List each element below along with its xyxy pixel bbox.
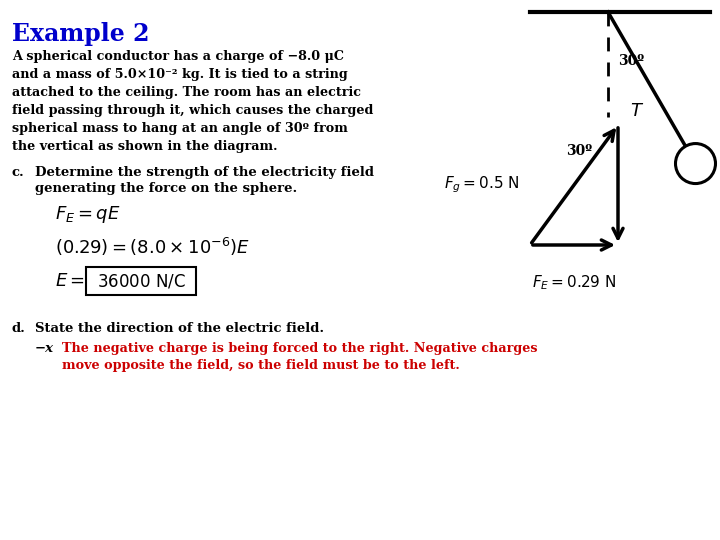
Text: the vertical as shown in the diagram.: the vertical as shown in the diagram.: [12, 140, 277, 153]
Text: Determine the strength of the electricity field: Determine the strength of the electricit…: [35, 166, 374, 179]
Text: spherical mass to hang at an angle of 30º from: spherical mass to hang at an angle of 30…: [12, 122, 348, 135]
Text: attached to the ceiling. The room has an electric: attached to the ceiling. The room has an…: [12, 86, 361, 99]
Text: $F_E = qE$: $F_E = qE$: [55, 204, 121, 225]
Text: The negative charge is being forced to the right. Negative charges: The negative charge is being forced to t…: [62, 342, 538, 355]
Text: move opposite the field, so the field must be to the left.: move opposite the field, so the field mu…: [62, 359, 460, 372]
Text: 30º: 30º: [566, 144, 592, 158]
Circle shape: [675, 144, 716, 184]
Text: d.: d.: [12, 322, 26, 335]
Text: generating the force on the sphere.: generating the force on the sphere.: [35, 182, 297, 195]
Text: $E = $: $E = $: [55, 272, 85, 290]
Text: $F_g = 0.5\ \mathrm{N}$: $F_g = 0.5\ \mathrm{N}$: [444, 175, 520, 195]
Text: Example 2: Example 2: [12, 22, 150, 46]
Text: $\left(0.29\right) = \left(8.0 \times 10^{-6}\right)E$: $\left(0.29\right) = \left(8.0 \times 10…: [55, 236, 250, 258]
Text: A spherical conductor has a charge of −8.0 μC: A spherical conductor has a charge of −8…: [12, 50, 344, 63]
Text: $36000\ \mathrm{N/C}$: $36000\ \mathrm{N/C}$: [96, 272, 186, 290]
Text: State the direction of the electric field.: State the direction of the electric fiel…: [35, 322, 324, 335]
Text: $T$: $T$: [630, 102, 644, 120]
FancyBboxPatch shape: [86, 267, 196, 295]
Text: −x: −x: [35, 342, 54, 355]
Text: 30º: 30º: [618, 54, 644, 68]
Text: and a mass of 5.0×10⁻² kg. It is tied to a string: and a mass of 5.0×10⁻² kg. It is tied to…: [12, 68, 348, 81]
Text: field passing through it, which causes the charged: field passing through it, which causes t…: [12, 104, 374, 117]
Text: $F_E = 0.29\ \mathrm{N}$: $F_E = 0.29\ \mathrm{N}$: [532, 273, 616, 292]
Text: c.: c.: [12, 166, 24, 179]
